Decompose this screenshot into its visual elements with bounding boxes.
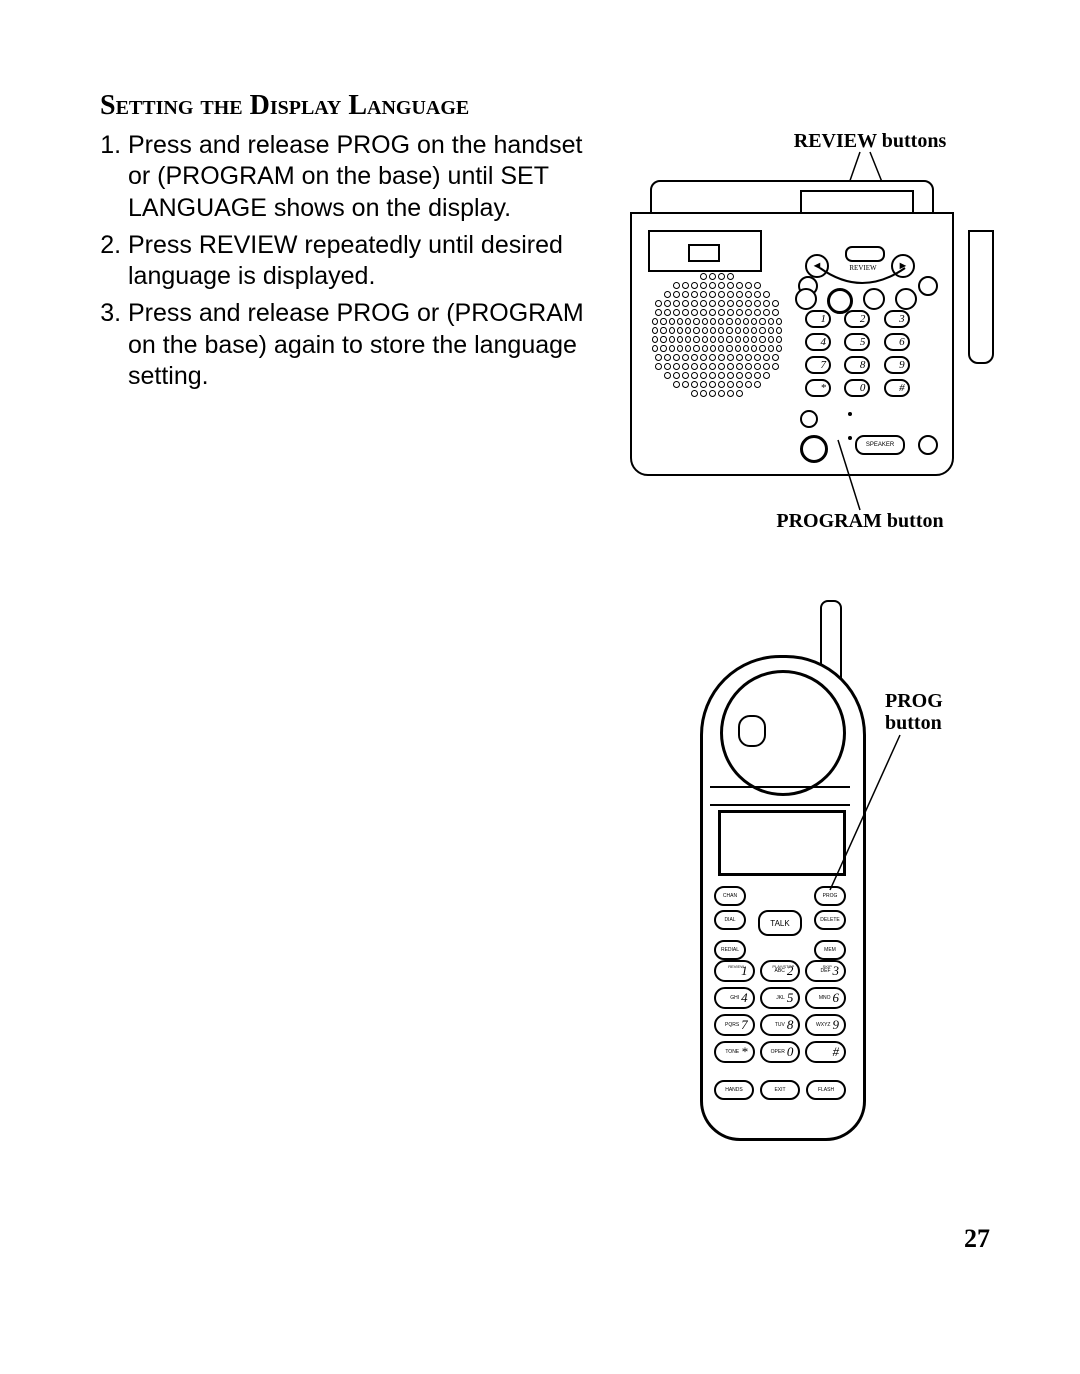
base-key-5: 5: [844, 333, 870, 351]
steps-list: Press and release PROG on the handset or…: [100, 130, 610, 392]
base-key-3: 3: [884, 310, 910, 328]
base-key-*: *: [805, 379, 831, 397]
handset-key-7: PQRS7: [714, 1014, 755, 1036]
steps-column: Press and release PROG on the handset or…: [100, 130, 610, 398]
step-3: Press and release PROG or (PROGRAM on th…: [128, 298, 610, 392]
handset-bottom-row: HANDS EXIT FLASH: [714, 1080, 846, 1100]
base-key-#: #: [884, 379, 910, 397]
handset-key-5: JKL5: [760, 987, 801, 1009]
handset-key-4: GHI4: [714, 987, 755, 1009]
prog-pointer-line: [610, 690, 990, 910]
handset-key-6: MNO6: [805, 987, 846, 1009]
handset-key-3: DEF3: [805, 960, 846, 982]
handset-key-#: #: [805, 1041, 846, 1063]
handset-keypad: 1ABC2DEF3 GHI4JKL5MNO6 PQRS7TUV8WXYZ9 TONE*…: [714, 960, 846, 1063]
base-key-9: 9: [884, 356, 910, 374]
base-key-8: 8: [844, 356, 870, 374]
step-1: Press and release PROG on the handset or…: [128, 130, 610, 224]
base-keypad: 123 456 789 * 0 #: [805, 310, 915, 397]
section-heading: Setting the Display Language: [100, 90, 995, 122]
base-key-1: 1: [805, 310, 831, 328]
handset-key-2: ABC2: [760, 960, 801, 982]
program-button-label: PROGRAM button: [750, 510, 970, 533]
handset-key-9: WXYZ9: [805, 1014, 846, 1036]
base-key-4: 4: [805, 333, 831, 351]
speaker-grille: [652, 270, 782, 405]
base-key-0: 0: [844, 379, 870, 397]
handset-key-0: OPER0: [760, 1041, 801, 1063]
program-pointer-line: [610, 420, 990, 515]
base-key-7: 7: [805, 356, 831, 374]
handset-key-1: 1: [714, 960, 755, 982]
base-key-6: 6: [884, 333, 910, 351]
base-key-2: 2: [844, 310, 870, 328]
handset-key-*: TONE*: [714, 1041, 755, 1063]
page-number: 27: [964, 1224, 990, 1254]
step-2: Press REVIEW repeatedly until desired la…: [128, 230, 610, 293]
handset-key-8: TUV8: [760, 1014, 801, 1036]
